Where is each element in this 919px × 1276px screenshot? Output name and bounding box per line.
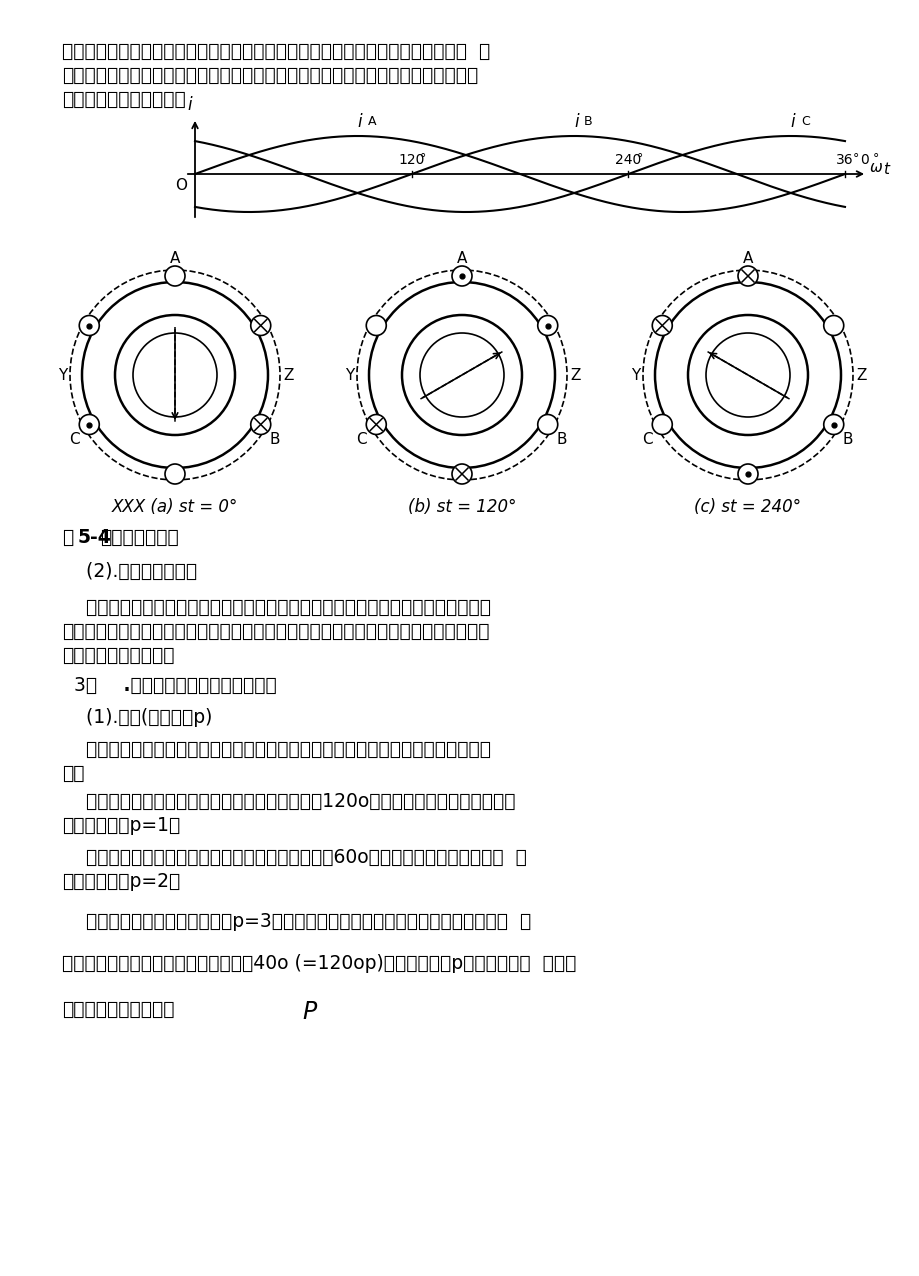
Text: A: A: [457, 251, 467, 265]
Circle shape: [251, 415, 270, 435]
Circle shape: [165, 464, 185, 484]
Text: 旋，因此称为旋转磁场。: 旋，因此称为旋转磁场。: [62, 91, 186, 108]
Text: 当每相绕组只有一个线圈，绕组的始端之间相差120o空间角时，产生的旋转磁场具: 当每相绕组只有一个线圈，绕组的始端之间相差120o空间角时，产生的旋转磁场具: [62, 792, 515, 812]
Text: 旋转方向也跟着改变。: 旋转方向也跟着改变。: [62, 646, 175, 665]
Text: 同理，如果要产生三对极，即p=3的旋转磁场，则每相绕组必须有均匀安排在空间  的: 同理，如果要产生三对极，即p=3的旋转磁场，则每相绕组必须有均匀安排在空间 的: [62, 912, 530, 931]
Text: Y: Y: [345, 367, 354, 383]
Text: XXX (a) st = 0°: XXX (a) st = 0°: [112, 498, 238, 516]
Text: 空间角。的关系为：。: 空间角。的关系为：。: [62, 1000, 175, 1020]
Text: B: B: [584, 115, 592, 128]
Text: 3）: 3）: [62, 676, 97, 695]
Text: (b) st = 120°: (b) st = 120°: [407, 498, 516, 516]
Text: 有两对极，即p=2；: 有两对极，即p=2；: [62, 872, 180, 891]
Circle shape: [251, 315, 270, 336]
Text: B: B: [556, 431, 567, 447]
Text: Z: Z: [855, 367, 866, 383]
Text: 当每相绕组为两个线圈串联，绕组的始端之间相差60o空间角时，产生的旋转磁场  具: 当每相绕组为两个线圈串联，绕组的始端之间相差60o空间角时，产生的旋转磁场 具: [62, 849, 527, 866]
Circle shape: [165, 265, 185, 286]
Text: C: C: [800, 115, 809, 128]
Text: A: A: [742, 251, 753, 265]
Text: 串联的三个线圈，绕组的始端之间相差40o (=120op)空间角。极数p与绕组的始端  之间的: 串联的三个线圈，绕组的始端之间相差40o (=120op)空间角。极数p与绕组的…: [62, 954, 575, 974]
Text: °: °: [636, 152, 642, 165]
Circle shape: [366, 315, 386, 336]
Text: A: A: [367, 115, 376, 128]
Text: (1).极数(磁极对数p): (1).极数(磁极对数p): [62, 708, 212, 727]
Text: i: i: [790, 114, 795, 131]
Text: C: C: [641, 431, 652, 447]
Circle shape: [451, 265, 471, 286]
Circle shape: [537, 315, 557, 336]
Text: 关。: 关。: [62, 764, 85, 783]
Text: Z: Z: [570, 367, 580, 383]
Text: 有一对极，即p=1；: 有一对极，即p=1；: [62, 815, 180, 835]
Text: Z: Z: [283, 367, 293, 383]
Text: 图: 图: [62, 528, 74, 547]
Text: °: °: [419, 152, 425, 165]
Circle shape: [823, 315, 843, 336]
Circle shape: [652, 315, 672, 336]
Text: 可见，当定子绕组中的电流变化一个周期时，合成磁场也按电流的相序方向在空间  旋: 可见，当定子绕组中的电流变化一个周期时，合成磁场也按电流的相序方向在空间 旋: [62, 42, 490, 61]
Text: .三相异步电动机的极数与转速: .三相异步电动机的极数与转速: [104, 676, 277, 695]
Circle shape: [366, 415, 386, 435]
Text: i: i: [573, 114, 578, 131]
Circle shape: [737, 265, 757, 286]
Text: Y: Y: [58, 367, 67, 383]
Text: 36: 36: [835, 153, 853, 167]
Text: $\omega$: $\omega$: [868, 161, 882, 176]
Text: B: B: [269, 431, 280, 447]
Text: °: °: [872, 152, 879, 165]
Text: A: A: [170, 251, 180, 265]
Text: 0: 0: [859, 153, 868, 167]
Text: t: t: [882, 162, 888, 177]
Text: 改变通入定子绕组的电流相序，即将三根电源线中的任意两根对调即可。这时，转子的: 改变通入定子绕组的电流相序，即将三根电源线中的任意两根对调即可。这时，转子的: [62, 621, 489, 641]
Text: 转一周。随着定子绕组中的三相电流不断地作周期性变化，产生的合成磁场也不断地: 转一周。随着定子绕组中的三相电流不断地作周期性变化，产生的合成磁场也不断地: [62, 66, 478, 85]
Text: (2).旋转磁场的方向: (2).旋转磁场的方向: [62, 561, 197, 581]
Circle shape: [737, 464, 757, 484]
Circle shape: [652, 415, 672, 435]
Circle shape: [79, 415, 99, 435]
Circle shape: [79, 315, 99, 336]
Text: i: i: [187, 96, 192, 114]
Text: 5-4: 5-4: [78, 528, 111, 547]
Circle shape: [823, 415, 843, 435]
Text: B: B: [842, 431, 853, 447]
Text: 三相异步电动机的极数就是旋转磁场的极数。旋转磁场的极数和三相绕组的安排有: 三相异步电动机的极数就是旋转磁场的极数。旋转磁场的极数和三相绕组的安排有: [62, 740, 491, 759]
Text: (c) st = 240°: (c) st = 240°: [694, 498, 800, 516]
Text: O: O: [175, 177, 187, 193]
Circle shape: [451, 464, 471, 484]
Circle shape: [537, 415, 557, 435]
Text: i: i: [357, 114, 362, 131]
Text: P: P: [301, 1000, 316, 1025]
Text: °: °: [852, 152, 858, 165]
Text: Y: Y: [630, 367, 640, 383]
Text: 240: 240: [615, 153, 641, 167]
Text: C: C: [356, 431, 367, 447]
Text: 旋转磁场的方向是由三相绕组中电流相序决定的，若想改变旋转磁场的方向，只要: 旋转磁场的方向是由三相绕组中电流相序决定的，若想改变旋转磁场的方向，只要: [62, 598, 491, 618]
Text: 旋转磁场的形成: 旋转磁场的形成: [100, 528, 178, 547]
Text: C: C: [69, 431, 80, 447]
Text: 120: 120: [398, 153, 425, 167]
